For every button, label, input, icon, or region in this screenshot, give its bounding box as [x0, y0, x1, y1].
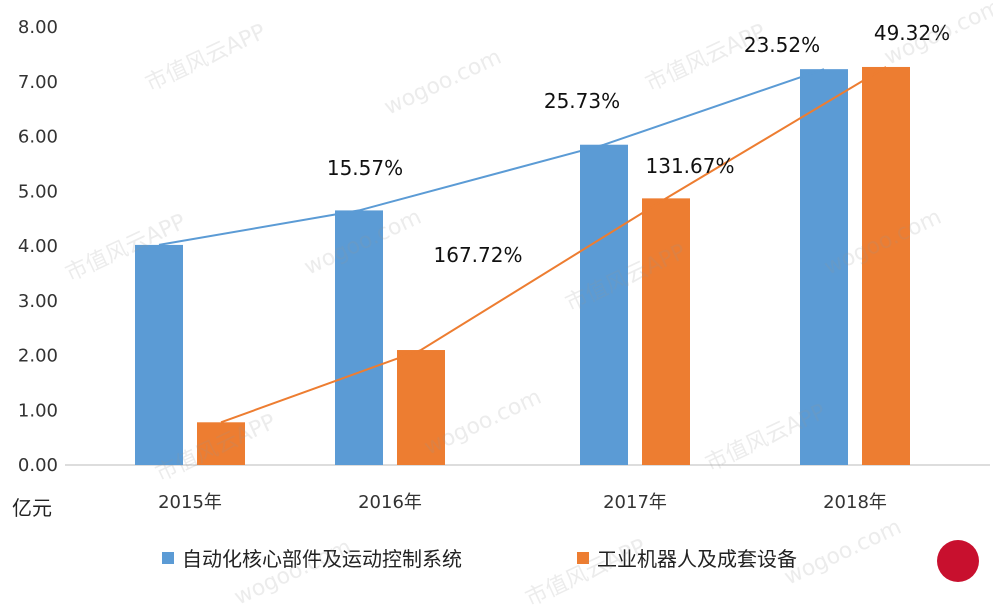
legend-label-series-1: 自动化核心部件及运动控制系统: [182, 547, 462, 571]
y-axis: 0.00 1.00 2.00 3.00 4.00 5.00 6.00 7.00 8.00: [18, 17, 58, 476]
bar-series-2: [197, 422, 245, 465]
trend-line-series-1: [158, 68, 825, 246]
y-tick-label: 4.00: [18, 236, 58, 257]
x-axis: 2015年 2016年 2017年 2018年: [158, 492, 887, 513]
y-tick-label: 2.00: [18, 346, 58, 367]
x-tick-label: 2017年: [603, 492, 667, 513]
data-label-series-1: 23.52%: [744, 33, 820, 57]
data-label-series-2: 167.72%: [434, 243, 523, 267]
legend-swatch-series-1: [162, 551, 174, 564]
chart-canvas: 0.00 1.00 2.00 3.00 4.00 5.00 6.00 7.00 8.00 15.…: [18, 17, 990, 513]
bar-series-2: [397, 350, 445, 465]
data-label-series-1: 15.57%: [327, 156, 403, 180]
x-tick-label: 2016年: [358, 492, 422, 513]
y-tick-label: 5.00: [18, 181, 58, 202]
legend-item-series-1: 自动化核心部件及运动控制系统: [162, 543, 462, 572]
y-tick-label: 6.00: [18, 127, 58, 148]
bar-series-1: [800, 69, 848, 465]
y-unit-label: 亿元: [12, 496, 52, 520]
y-tick-label: 7.00: [18, 72, 58, 93]
data-label-series-1: 25.73%: [544, 89, 620, 113]
y-tick-label: 8.00: [18, 17, 58, 38]
data-labels: 15.57% 25.73% 23.52% 167.72% 131.67% 49.32%: [327, 21, 950, 267]
x-tick-label: 2018年: [823, 492, 887, 513]
data-label-series-2: 131.67%: [646, 154, 735, 178]
y-tick-label: 1.00: [18, 400, 58, 421]
y-tick-label: 3.00: [18, 291, 58, 312]
brand-logo: [937, 540, 979, 582]
legend-item-series-2: 工业机器人及成套设备: [577, 543, 797, 572]
legend-swatch-series-2: [577, 551, 589, 564]
bar-series-2: [862, 66, 910, 465]
y-tick-label: 0.00: [18, 455, 58, 476]
bar-series-1: [580, 144, 628, 465]
bar-series-1: [135, 244, 183, 465]
bar-series-1: [335, 210, 383, 465]
legend-label-series-2: 工业机器人及成套设备: [597, 547, 797, 571]
bars: [135, 66, 910, 465]
trend-lines: [158, 66, 887, 424]
x-tick-label: 2015年: [158, 492, 222, 513]
trend-line-series-2: [220, 66, 887, 424]
bar-series-2: [642, 198, 690, 465]
data-label-series-2: 49.32%: [874, 21, 950, 45]
